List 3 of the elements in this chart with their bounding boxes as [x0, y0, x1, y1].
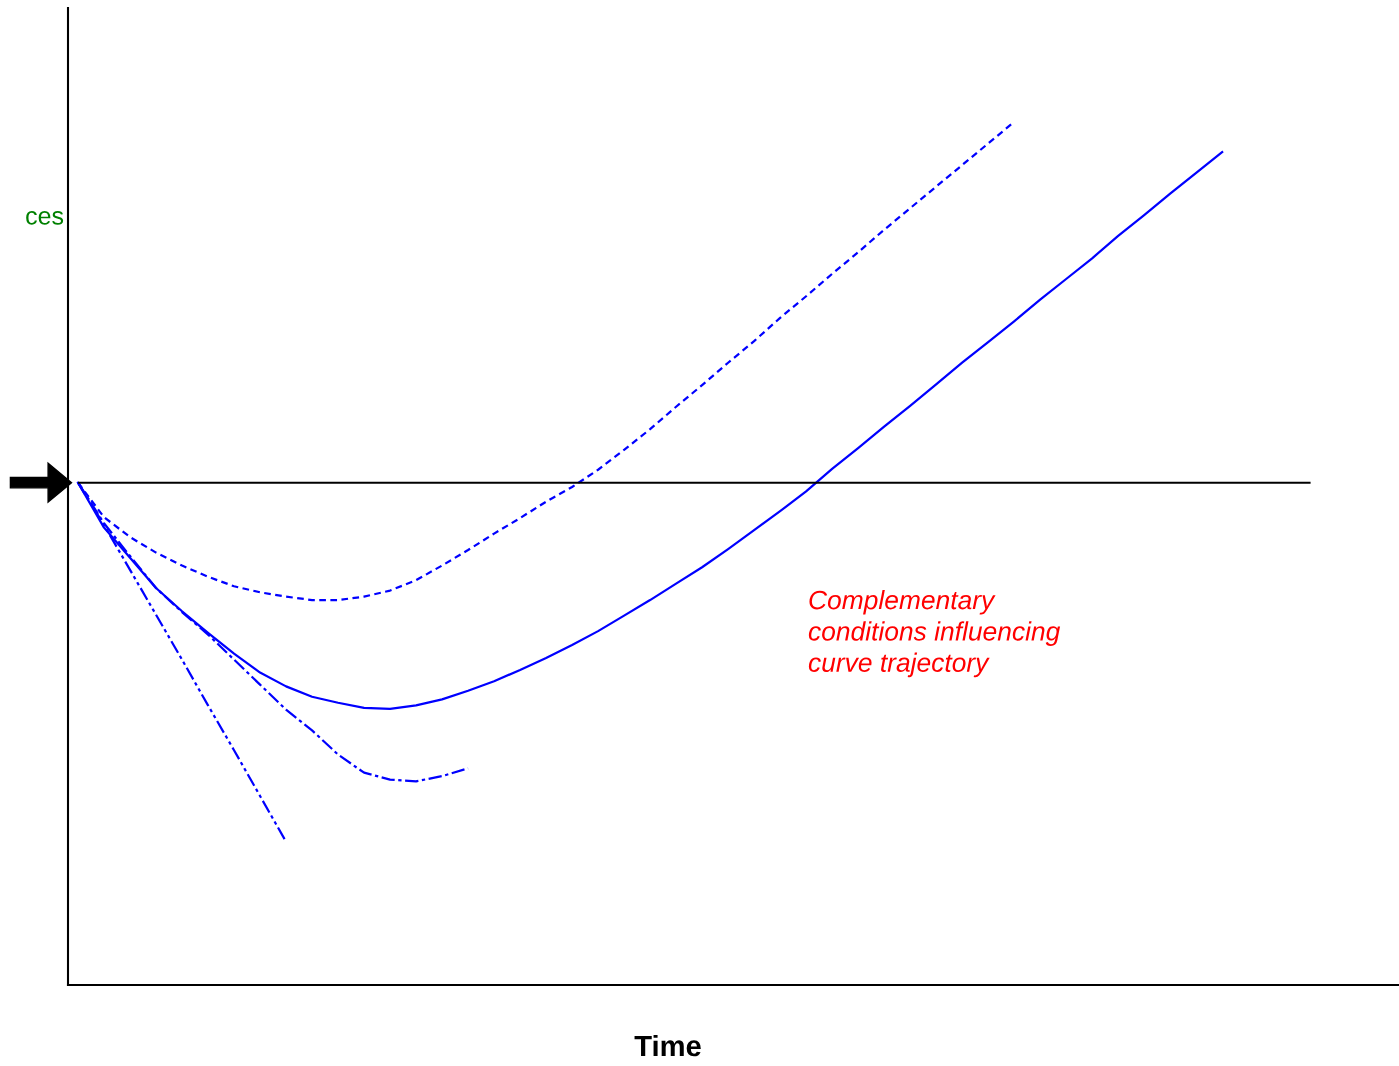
annotation: Complementary conditions influencing curve trajectory	[808, 590, 1061, 678]
y-axis-title: ces	[26, 211, 64, 225]
x-axis-title: Time	[634, 1034, 701, 1057]
